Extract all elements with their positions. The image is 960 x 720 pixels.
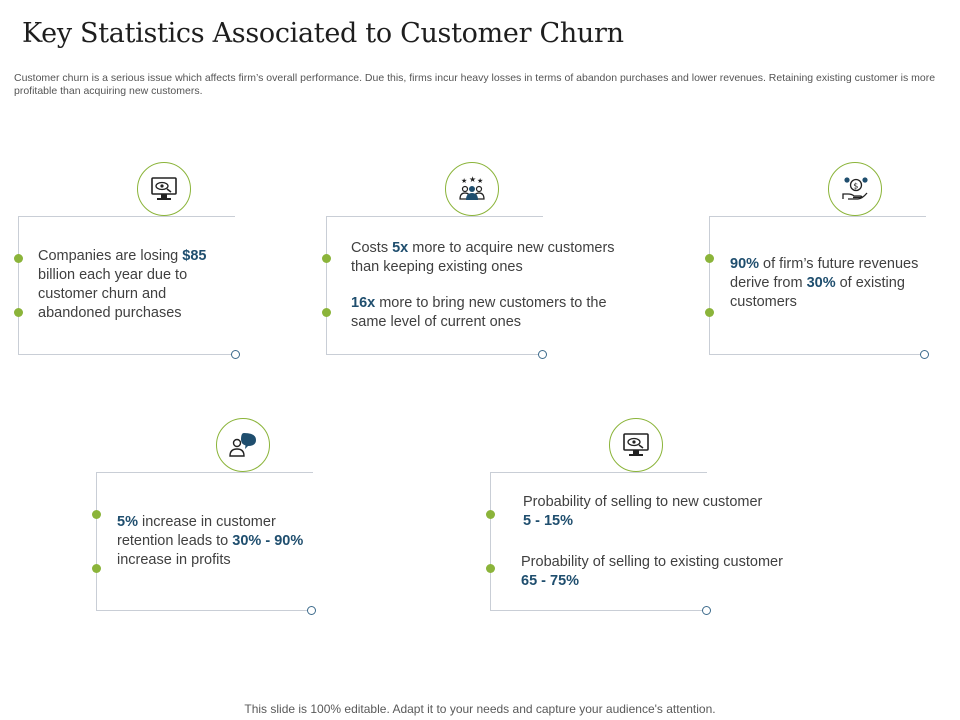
- page-subtitle: Customer churn is a serious issue which …: [14, 72, 936, 97]
- footer-note: This slide is 100% editable. Adapt it to…: [244, 702, 716, 716]
- stat-text: Costs 5x more to acquire new customers t…: [351, 240, 615, 275]
- stat-card-acquisition-cost: [326, 216, 543, 355]
- svg-text:$: $: [853, 181, 858, 190]
- bullet-dot: [14, 308, 23, 317]
- card-end-dot: [702, 606, 711, 615]
- bullet-dot: [486, 564, 495, 573]
- bullet-dot: [92, 510, 101, 519]
- svg-text:★: ★: [477, 177, 483, 185]
- bullet-dot: [705, 308, 714, 317]
- card-end-dot: [920, 350, 929, 359]
- stat-card-retention-profit: [96, 472, 313, 611]
- card-icon-wrapper: [609, 418, 663, 472]
- bullet-dot: [322, 308, 331, 317]
- user-chat-icon: [229, 433, 256, 457]
- bullet-dot: [14, 254, 23, 263]
- card-end-dot: [307, 606, 316, 615]
- card-end-dot: [231, 350, 240, 359]
- team-rating-icon: ★ ★ ★: [459, 175, 485, 200]
- hand-coin-icon: $: [842, 177, 868, 200]
- bullet-dot: [322, 254, 331, 263]
- stat-card-future-revenue: [709, 216, 926, 355]
- stat-card-selling-probability: [490, 472, 707, 611]
- stat-card-revenue-loss: [18, 216, 235, 355]
- bullet-dot: [705, 254, 714, 263]
- card-end-dot: [538, 350, 547, 359]
- bullet-dot: [92, 564, 101, 573]
- monitor-eye-icon: [623, 433, 649, 456]
- stat-text: Probability of selling to existing custo…: [521, 554, 783, 589]
- svg-text:★: ★: [461, 177, 467, 185]
- card-icon-wrapper: ★ ★ ★: [445, 162, 499, 216]
- monitor-eye-icon: [151, 177, 177, 200]
- page-title: Key Statistics Associated to Customer Ch…: [22, 18, 624, 49]
- stat-text: Companies are losing $85 billion each ye…: [38, 248, 207, 321]
- stat-text: 90% of firm’s future revenues derive fro…: [730, 256, 919, 310]
- svg-text:★: ★: [469, 175, 476, 184]
- card-icon-wrapper: [216, 418, 270, 472]
- card-icon-wrapper: [137, 162, 191, 216]
- stat-text: 16x more to bring new customers to the s…: [351, 295, 607, 330]
- stat-text: 5% increase in customer retention leads …: [117, 514, 304, 568]
- bullet-dot: [486, 510, 495, 519]
- card-icon-wrapper: $: [828, 162, 882, 216]
- stat-text: Probability of selling to new customer 5…: [523, 494, 763, 529]
